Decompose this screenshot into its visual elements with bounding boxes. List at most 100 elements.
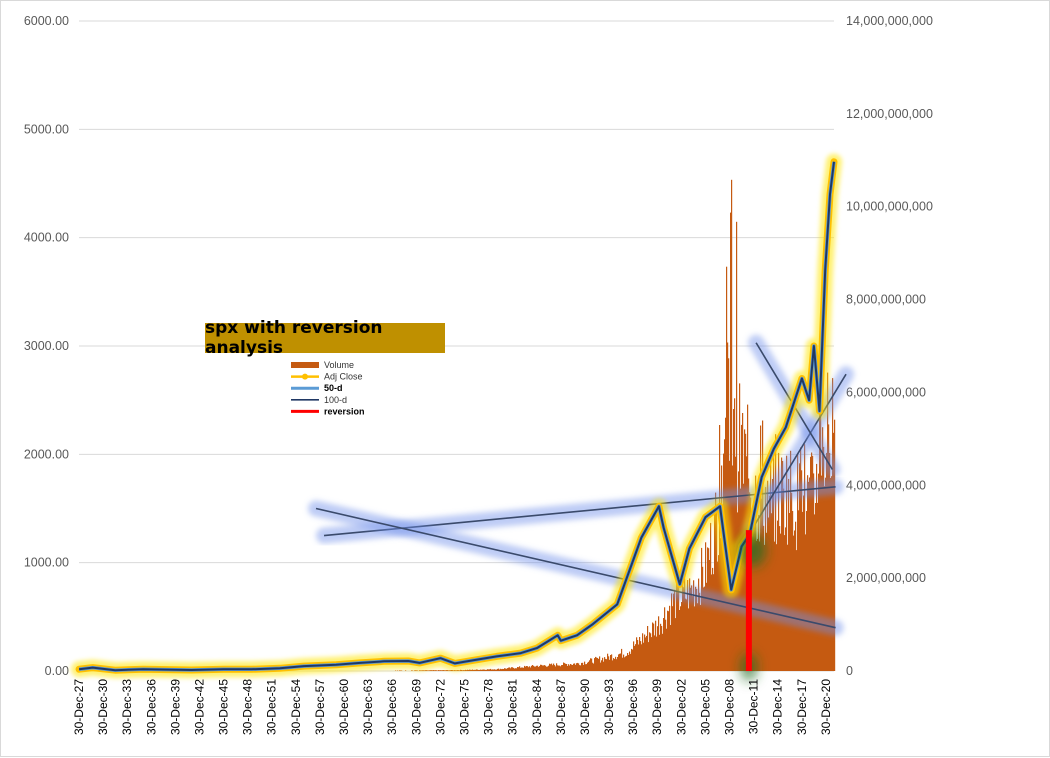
volume-bar — [528, 667, 530, 671]
volume-bar — [564, 663, 566, 671]
volume-bar — [603, 661, 605, 671]
y-right-tick-label: 8,000,000,000 — [846, 293, 926, 307]
x-tick-label: 30-Dec-33 — [120, 679, 134, 735]
y-left-tick-label: 5000.00 — [24, 122, 69, 136]
volume-bar — [709, 560, 711, 671]
volume-bar — [570, 664, 572, 671]
volume-bar — [802, 511, 804, 671]
volume-bar — [681, 602, 683, 671]
volume-bar — [543, 665, 545, 671]
legend-label-volume: Volume — [324, 360, 354, 370]
volume-bar — [520, 667, 522, 671]
volume-bar — [442, 670, 444, 671]
y-axis-left: 0.00 1000.00 2000.00 3000.00 4000.00 5000.00 6… — [24, 14, 69, 678]
volume-bar — [568, 664, 570, 671]
volume-bar — [787, 544, 789, 671]
volume-bar — [432, 670, 434, 671]
volume-bar — [427, 670, 429, 671]
x-tick-label: 30-Dec-96 — [626, 679, 640, 735]
volume-bar — [623, 654, 625, 671]
volume-bar — [624, 657, 626, 671]
volume-bar — [473, 670, 475, 671]
volume-bar — [797, 453, 799, 671]
volume-bar — [702, 566, 704, 671]
volume-bar — [643, 642, 645, 671]
volume-bar — [670, 625, 672, 671]
volume-bar — [631, 648, 633, 671]
volume-bar — [450, 670, 452, 671]
volume-bar — [621, 648, 623, 671]
volume-bar — [489, 669, 491, 671]
volume-bar — [529, 666, 531, 671]
volume-bar — [600, 662, 602, 671]
volume-bar — [812, 455, 814, 671]
volume-bar — [662, 633, 664, 671]
volume-bar — [428, 670, 430, 671]
volume-bar — [706, 582, 708, 671]
volume-bar — [783, 488, 785, 671]
volume-bar — [425, 670, 427, 671]
volume-bar — [434, 670, 436, 671]
volume-bar — [484, 669, 486, 671]
volume-bar — [482, 669, 484, 671]
volume-bar — [547, 666, 549, 671]
volume-bar — [675, 618, 677, 671]
x-tick-label: 30-Dec-69 — [409, 679, 423, 735]
volume-bar — [634, 645, 636, 671]
volume-bar — [470, 669, 472, 671]
volume-bar — [400, 670, 402, 671]
volume-bar — [441, 670, 443, 671]
volume-bar — [655, 620, 657, 671]
volume-bar — [678, 580, 680, 671]
volume-bar — [515, 668, 517, 671]
volume-bar — [552, 665, 554, 671]
volume-bar — [657, 626, 659, 671]
volume-bar — [654, 635, 656, 671]
volume-bar — [435, 670, 437, 671]
volume-bar — [659, 634, 661, 671]
volume-bar — [491, 669, 493, 671]
volume-bar — [666, 628, 668, 671]
volume-bar — [758, 515, 760, 671]
volume-bar — [584, 661, 586, 671]
volume-bar — [481, 669, 483, 671]
volume-bar — [700, 604, 702, 671]
volume-bar — [587, 662, 589, 671]
volume-bar — [539, 666, 541, 671]
volume-bar — [765, 487, 767, 671]
volume-bar — [608, 656, 610, 671]
volume-bar — [827, 372, 829, 671]
volume-bar — [629, 651, 631, 671]
x-tick-label: 30-Dec-87 — [554, 679, 568, 735]
volume-bar — [755, 475, 757, 671]
volume-bar — [771, 513, 773, 671]
volume-bar — [597, 658, 599, 671]
volume-bar — [414, 670, 416, 671]
volume-bar — [789, 513, 791, 671]
volume-bar — [616, 659, 618, 671]
volume-bar — [785, 527, 787, 671]
volume-bar — [602, 657, 604, 671]
volume-bar — [566, 664, 568, 671]
volume-bar — [438, 670, 440, 671]
y-right-tick-label: 4,000,000,000 — [846, 478, 926, 492]
volume-bar — [680, 606, 682, 671]
volume-bar — [652, 622, 654, 671]
volume-bar — [819, 403, 821, 671]
volume-bar — [569, 665, 571, 671]
volume-bar — [588, 661, 590, 671]
volume-bar — [476, 669, 478, 671]
y-right-tick-label: 10,000,000,000 — [846, 200, 933, 214]
volume-bar — [782, 461, 784, 671]
volume-bar — [572, 665, 574, 671]
volume-bar — [814, 514, 816, 671]
x-tick-label: 30-Dec-75 — [458, 679, 472, 735]
volume-bar — [791, 492, 793, 671]
volume-bar — [536, 665, 538, 671]
volume-bar — [445, 670, 447, 671]
volume-bar — [583, 665, 585, 671]
volume-bar — [601, 660, 603, 671]
